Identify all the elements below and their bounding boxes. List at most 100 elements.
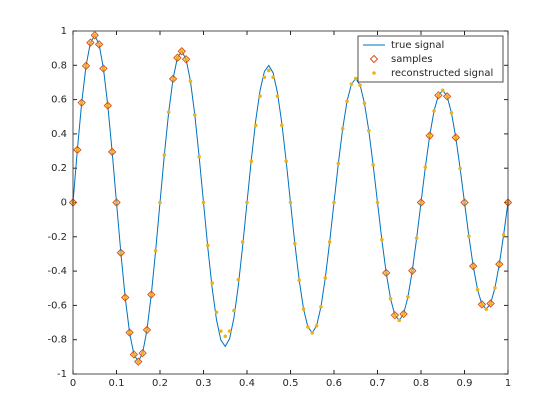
sample-marker <box>390 310 400 320</box>
sample-marker <box>81 61 91 71</box>
dot-marker <box>467 234 471 238</box>
sample-marker <box>103 101 113 110</box>
dot-marker <box>436 93 441 98</box>
dot-marker <box>288 200 293 205</box>
x-tick-label: 0.6 <box>326 378 342 389</box>
dot-marker <box>475 287 480 292</box>
dot-marker <box>497 262 502 267</box>
dot-marker <box>206 243 210 248</box>
dot-marker <box>253 123 258 128</box>
legend: true signal samples reconstructed signal <box>357 35 504 83</box>
dot-marker <box>449 111 454 115</box>
dot-marker <box>358 83 362 87</box>
sample-marker <box>147 290 156 299</box>
y-tick-label: -1 <box>57 369 67 380</box>
dot-marker <box>179 49 184 54</box>
dot-marker <box>127 330 132 335</box>
dot-marker <box>284 159 288 164</box>
dot-marker <box>297 278 302 282</box>
sample-marker <box>94 40 104 49</box>
dot-marker <box>332 200 336 205</box>
x-tick-label: 0.4 <box>239 378 255 389</box>
dot-marker <box>388 296 393 301</box>
dot-marker <box>493 286 497 290</box>
y-tick-label: 0.2 <box>51 163 67 174</box>
dot-marker <box>397 318 402 323</box>
y-tick-label: -0.4 <box>47 266 67 277</box>
dot-marker <box>149 292 154 297</box>
sample-marker <box>112 198 121 207</box>
dot-marker <box>258 94 262 98</box>
dot-marker <box>119 250 123 255</box>
sample-marker <box>434 91 443 100</box>
sample-marker <box>116 248 126 257</box>
dot-marker <box>372 71 376 75</box>
dot-marker <box>501 232 506 237</box>
dot-marker <box>371 163 375 167</box>
x-tick-label: 0.1 <box>109 378 125 389</box>
sample-marker <box>381 268 391 278</box>
axes-box <box>72 30 509 375</box>
dot-marker <box>92 33 97 38</box>
dot-marker <box>384 271 389 275</box>
sample-marker <box>168 74 178 84</box>
dot-marker <box>197 154 201 159</box>
dot-marker <box>314 324 319 328</box>
dot-marker <box>349 82 354 86</box>
dot-marker <box>454 135 458 140</box>
legend-label: reconstructed signal <box>391 68 493 79</box>
dot-marker <box>480 302 484 307</box>
dot-marker <box>310 331 315 335</box>
y-tick-label: 0 <box>61 198 67 209</box>
dot-marker <box>375 200 380 205</box>
dot-marker <box>166 110 171 114</box>
dot-marker <box>219 329 223 333</box>
dot-marker <box>353 76 358 81</box>
sample-marker <box>442 92 452 101</box>
sample-marker <box>181 55 191 64</box>
sample-marker <box>486 299 495 308</box>
sample-marker <box>468 261 478 271</box>
dot-marker <box>306 325 310 329</box>
dot-marker <box>423 165 428 169</box>
sample-marker <box>77 98 86 107</box>
sample-marker <box>73 145 82 155</box>
y-tick-label: -0.8 <box>47 335 67 346</box>
dot-marker <box>262 75 267 80</box>
x-tick-label: 0.5 <box>283 378 299 389</box>
dot-marker <box>406 295 410 299</box>
dot-marker <box>323 276 328 280</box>
dot-marker <box>223 334 228 339</box>
dot-marker <box>171 77 175 81</box>
dot-marker <box>266 68 271 73</box>
dot-marker <box>114 200 119 205</box>
x-tick-label: 0.2 <box>152 378 168 389</box>
y-tick-label: -0.6 <box>47 300 67 311</box>
dot-marker <box>153 248 158 253</box>
dot-marker <box>184 57 188 62</box>
dot-marker <box>445 94 449 99</box>
dot-marker <box>193 113 197 117</box>
dot-marker <box>336 161 341 166</box>
y-tick-label: 0.8 <box>51 60 67 71</box>
dot-marker <box>367 128 371 133</box>
dot-marker <box>227 329 232 333</box>
sample-marker <box>86 38 95 47</box>
dot-marker <box>123 295 127 300</box>
y-tick-label: 1 <box>61 26 67 37</box>
dot-marker <box>236 277 241 282</box>
dot-marker <box>232 308 236 313</box>
dot-marker <box>458 166 462 171</box>
dot-marker <box>97 42 101 47</box>
sample-marker <box>90 31 99 40</box>
dot-marker <box>188 79 193 84</box>
dot-marker <box>79 100 84 105</box>
sample-marker <box>99 64 108 73</box>
sample-marker <box>451 133 461 142</box>
dot-marker <box>84 64 88 68</box>
dot-marker <box>110 150 114 154</box>
x-tick-label: 1 <box>505 378 511 389</box>
dot-marker <box>362 101 367 106</box>
dot-marker <box>327 240 332 244</box>
